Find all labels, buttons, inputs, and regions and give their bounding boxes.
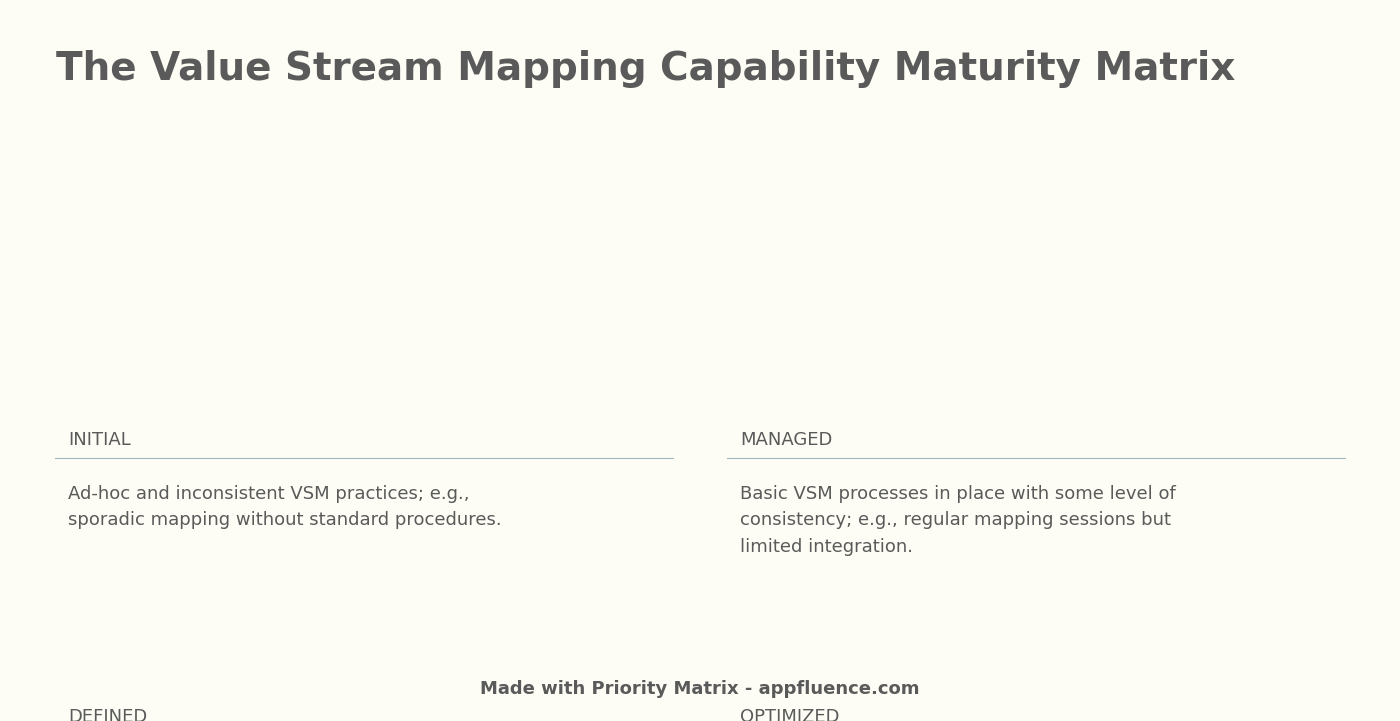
Text: OPTIMIZED: OPTIMIZED xyxy=(739,708,840,721)
Text: Ad-hoc and inconsistent VSM practices; e.g.,
sporadic mapping without standard p: Ad-hoc and inconsistent VSM practices; e… xyxy=(67,485,501,529)
Text: DEFINED: DEFINED xyxy=(67,708,147,721)
Text: Basic VSM processes in place with some level of
consistency; e.g., regular mappi: Basic VSM processes in place with some l… xyxy=(739,485,1176,556)
Text: INITIAL: INITIAL xyxy=(67,431,130,448)
Text: MANAGED: MANAGED xyxy=(739,431,832,448)
Text: The Value Stream Mapping Capability Maturity Matrix: The Value Stream Mapping Capability Matu… xyxy=(56,50,1235,89)
Text: Made with Priority Matrix - appfluence.com: Made with Priority Matrix - appfluence.c… xyxy=(480,680,920,697)
